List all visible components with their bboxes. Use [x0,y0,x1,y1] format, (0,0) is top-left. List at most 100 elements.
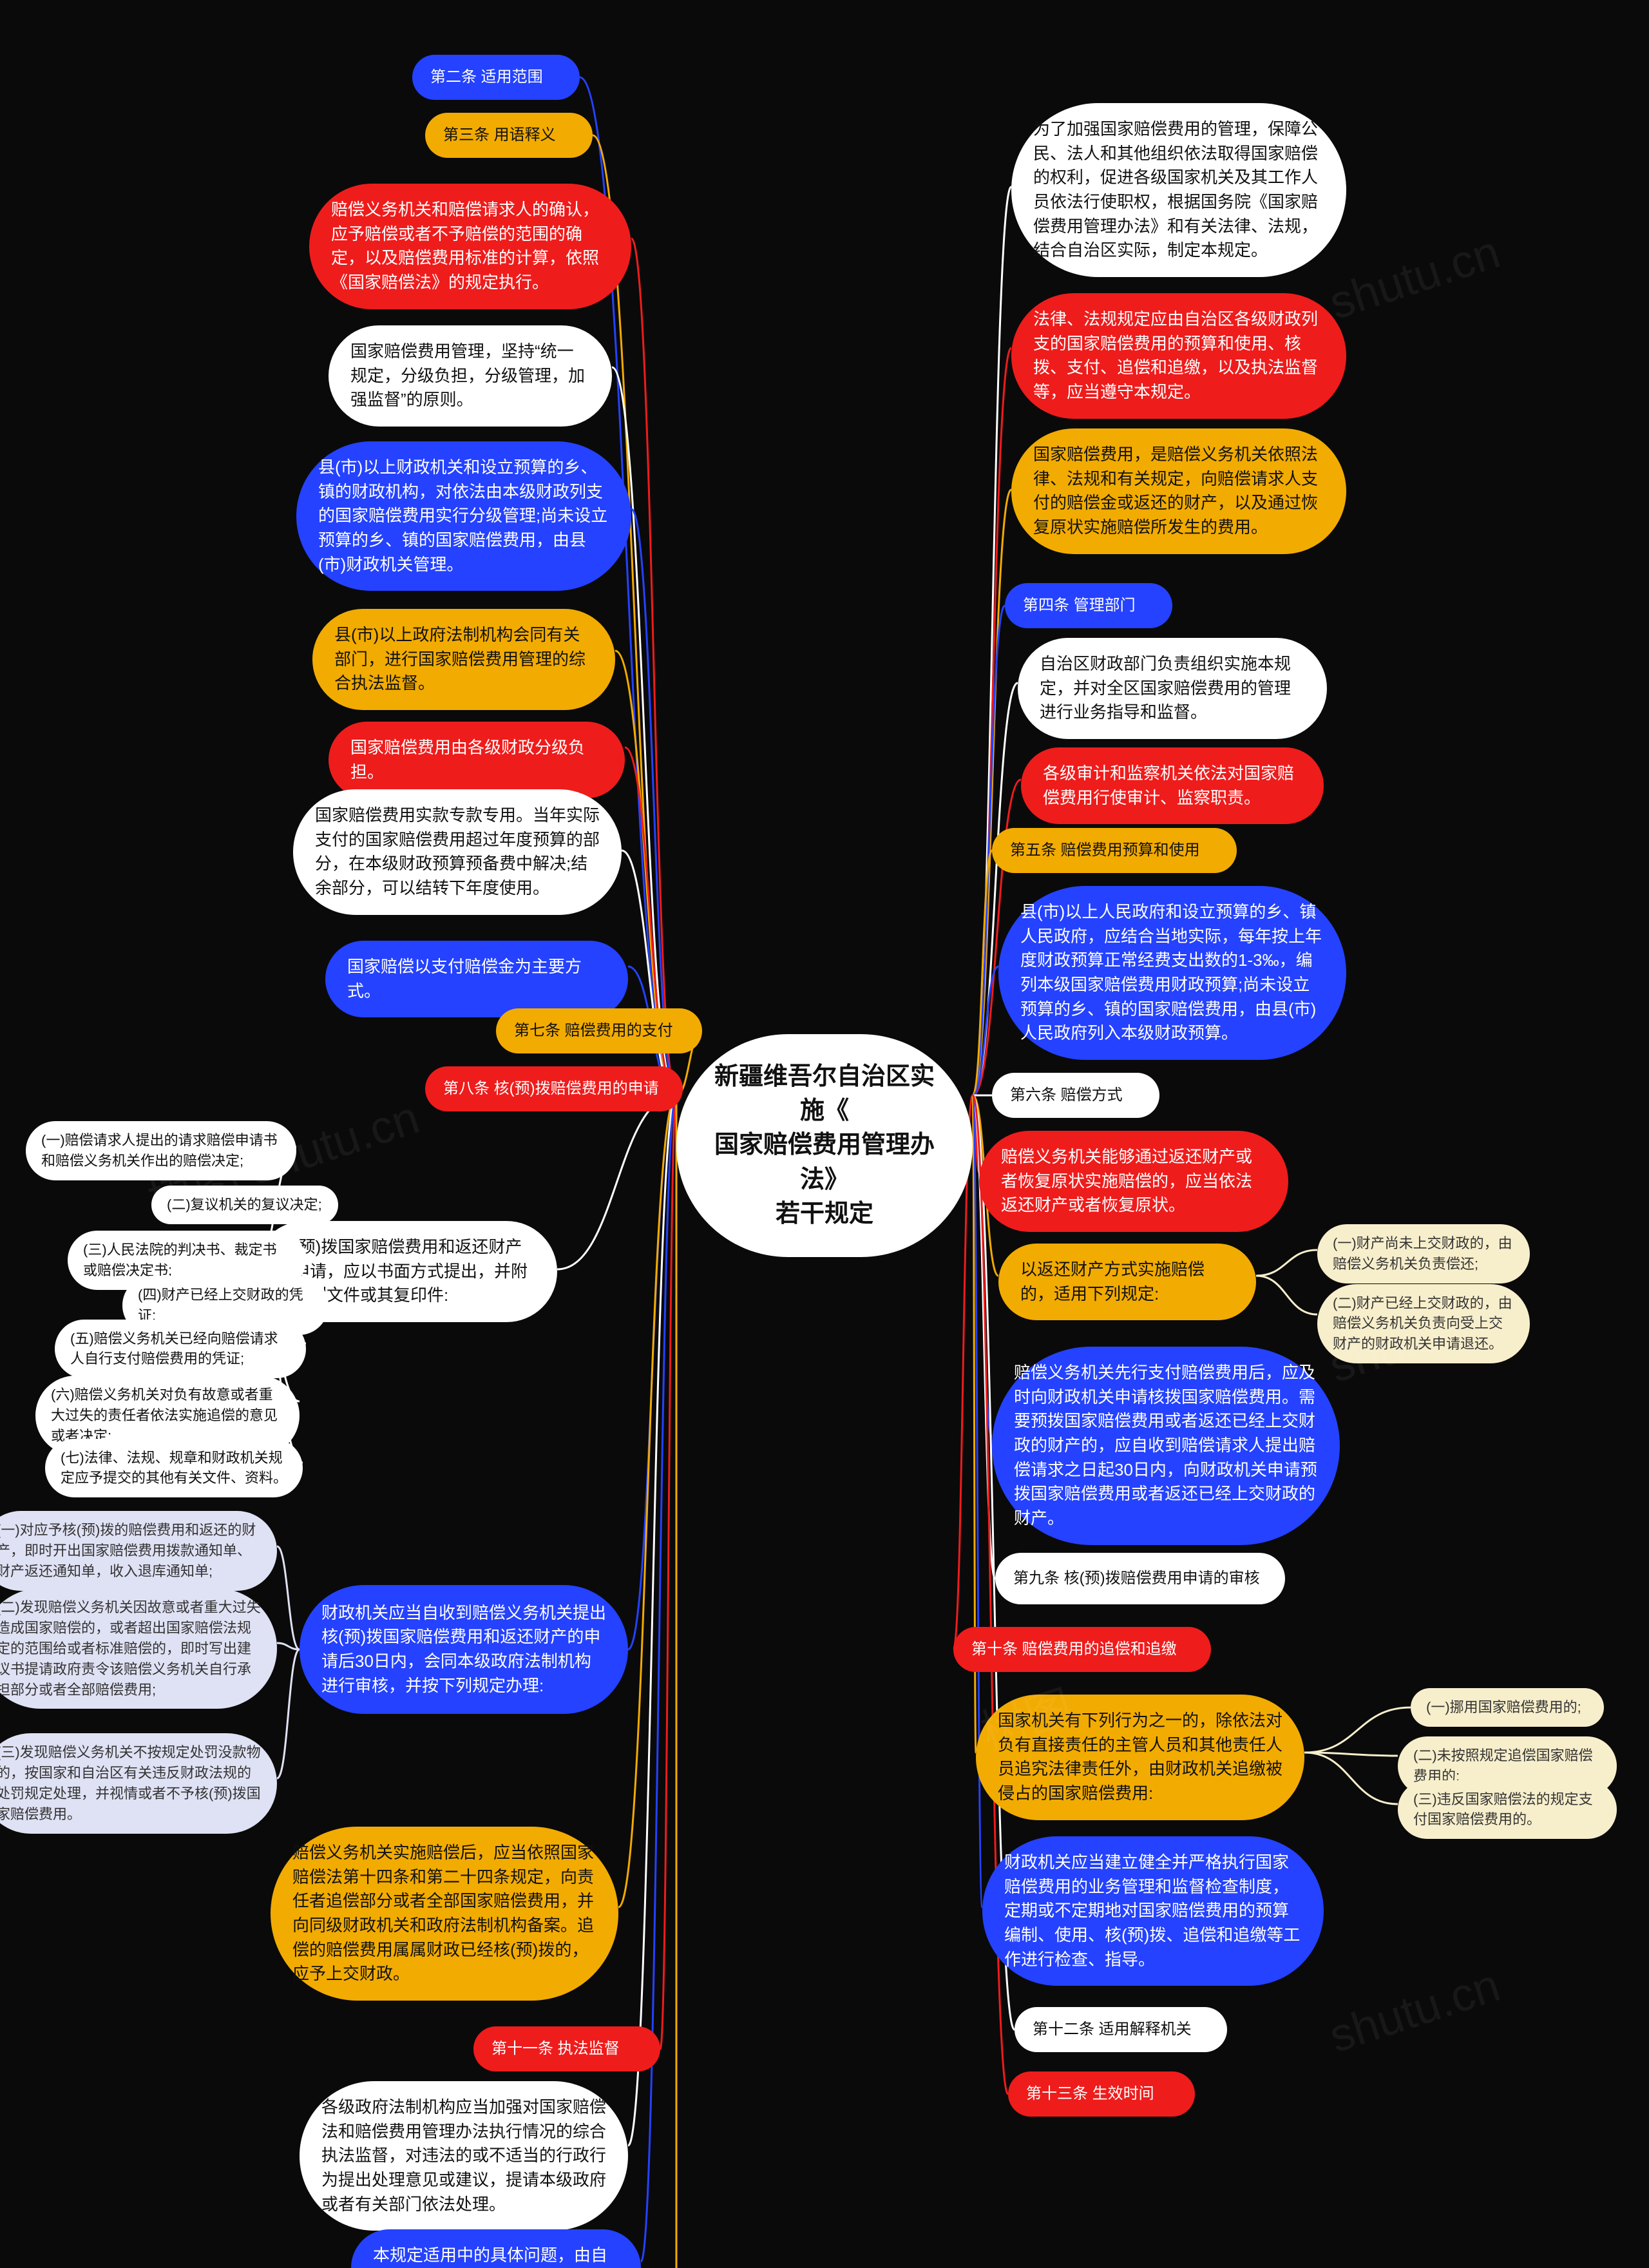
node-text: 国家赔偿费用由各级财政分级负担。 [350,736,603,784]
node-text: (一)财产尚未上交财政的，由赔偿义务机关负责偿还; [1333,1233,1514,1274]
node-text: (二)财产已经上交财政的，由赔偿义务机关负责向受上交财产的财政机关申请退还。 [1333,1293,1514,1355]
mindmap-node: 第八条 核(预)拨赔偿费用的申请 [425,1066,683,1111]
edge [1256,1250,1317,1276]
node-text: 赔偿义务机关先行支付赔偿费用后，应及时向财政机关申请核拨国家赔偿费用。需要预拨国… [1014,1361,1318,1531]
edge [660,1095,676,2049]
node-text: 为了加强国家赔偿费用的管理，保障公民、法人和其他组织依法取得国家赔偿的权利，促进… [1033,117,1324,263]
mindmap-node: (五)赔偿义务机关已经向赔偿请求人自行支付赔偿费用的凭证; [55,1320,306,1379]
mindmap-node: 国家赔偿费用实款专款专用。当年实际支付的国家赔偿费用超过年度预算的部分，在本级财… [293,789,622,915]
node-text: 国家赔偿费用实款专款专用。当年实际支付的国家赔偿费用超过年度预算的部分，在本级财… [315,803,600,901]
mindmap-node: 县(市)以上人民政府和设立预算的乡、镇人民政府，应结合当地实际，每年按上年度财政… [998,886,1346,1060]
node-text: 赔偿义务机关和赔偿请求人的确认，应予赔偿或者不予赔偿的范围的确定，以及赔偿费用标… [331,198,609,295]
mindmap-node: 法律、法规规定应由自治区各级财政列支的国家赔偿费用的预算和使用、核拨、支付、追偿… [1011,293,1346,419]
edge [631,509,676,1095]
mindmap-node: 第十条 赔偿费用的追偿和追缴 [953,1627,1211,1672]
node-text: 赔偿义务机关能够通过返还财产或者恢复原状实施赔偿的，应当依法返还财产或者恢复原状… [1001,1145,1266,1218]
mindmap-node: 第十二条 适用解释机关 [1015,2007,1227,2052]
edge [628,1095,676,2146]
mindmap-node: (二)复议机关的复议决定; [151,1186,338,1224]
node-text: (一)挪用国家赔偿费用的; [1426,1697,1581,1718]
node-text: 第九条 核(预)拨赔偿费用申请的审核 [1013,1568,1260,1590]
edge [973,1095,979,1173]
node-text: 第五条 赔偿费用预算和使用 [1010,840,1200,862]
node-text: 县(市)以上人民政府和设立预算的乡、镇人民政府，应结合当地实际，每年按上年度财政… [1020,900,1324,1046]
mindmap-node: 财政机关应当建立健全并严格执行国家赔偿费用的业务管理和监督检查制度，定期或不定期… [982,1836,1324,1986]
mindmap-node: (三)发现赔偿义务机关不按规定处罚没款物的，按国家和自治区有关违反财政法规的处罚… [0,1733,277,1834]
mindmap-node: 第三条 用语释义 [425,113,593,158]
node-text: 本规定适用中的具体问题，由自治区财政部门解释。 [373,2244,619,2268]
mindmap-node: 第四条 管理部门 [1005,583,1172,628]
edge [1256,1276,1317,1314]
node-text: 赔偿义务机关实施赔偿后，应当依照国家赔偿法第十四条和第二十四条规定，向责任者追偿… [292,1841,596,1986]
mindmap-node: 国家机关有下列行为之一的，除依法对负有直接责任的主管人员和其他责任人员追究法律责… [976,1695,1304,1820]
node-text: 第十一条 执法监督 [491,2038,620,2061]
mindmap-node: 第六条 赔偿方式 [992,1073,1159,1118]
mindmap-node: 国家赔偿费用由各级财政分级负担。 [329,722,625,798]
node-text: 第八条 核(预)拨赔偿费用的申请 [443,1078,659,1100]
center-node: 新疆维吾尔自治区实施《 国家赔偿费用管理办法》 若干规定 [676,1034,973,1257]
mindmap-node: 县(市)以上政府法制机构会同有关部门，进行国家赔偿费用管理的综合执法监督。 [312,609,615,710]
edge [973,966,998,1095]
mindmap-node: 赔偿义务机关先行支付赔偿费用后，应及时向财政机关申请核拨国家赔偿费用。需要预拨国… [992,1347,1340,1545]
node-text: 以返还财产方式实施赔偿的，适用下列规定: [1020,1258,1234,1306]
edge [973,1095,992,1437]
mindmap-node: 国家赔偿费用，是赔偿义务机关依照法律、法规和有关规定，向赔偿请求人支付的赔偿金或… [1011,428,1346,554]
mindmap-node: 第九条 核(预)拨赔偿费用申请的审核 [995,1553,1285,1604]
node-text: 财政机关应当建立健全并严格执行国家赔偿费用的业务管理和监督检查制度，定期或不定期… [1004,1850,1302,1972]
mindmap-node: (一)挪用国家赔偿费用的; [1411,1688,1604,1727]
node-text: (三)违反国家赔偿法的规定支付国家赔偿费用的。 [1413,1789,1601,1831]
edge [641,1095,676,2262]
edge [1304,1753,1398,1756]
edge [1304,1707,1411,1753]
node-text: 第三条 用语释义 [443,124,556,147]
edge [618,1095,676,1907]
node-text: (一)赔偿请求人提出的请求赔偿申请书和赔偿义务机关作出的赔偿决定; [41,1130,281,1171]
node-text: 新疆维吾尔自治区实施《 国家赔偿费用管理办法》 若干规定 [705,1060,944,1231]
node-text: 第十条 赔偿费用的追偿和追缴 [971,1639,1177,1661]
mindmap-node: 第十三条 生效时间 [1008,2071,1195,2117]
node-text: 各级审计和监察机关依法对国家赔偿费用行使审计、监察职责。 [1043,762,1302,810]
node-text: 国家赔偿费用管理，坚持“统一规定，分级负担，分级管理，加强监督”的原则。 [350,340,590,412]
watermark: shutu.cn [1323,226,1506,330]
mindmap-node: 赔偿义务机关和赔偿请求人的确认，应予赔偿或者不予赔偿的范围的确定，以及赔偿费用标… [309,184,631,309]
mindmap-node: (一)对应予核(预)拨的赔偿费用和返还的财产，即时开出国家赔偿费用拨款通知单、财… [0,1511,277,1591]
mindmap-node: 第二条 适用范围 [412,55,580,100]
edge [631,238,676,1095]
mindmap-stage: 新疆维吾尔自治区实施《 国家赔偿费用管理办法》 若干规定 第二条 适用范围第三条 … [0,0,1649,2268]
node-text: (七)法律、法规、规章和财政机关规定应予提交的其他有关文件、资料。 [61,1448,287,1489]
node-text: 第六条 赔偿方式 [1010,1084,1123,1107]
node-text: 第十三条 生效时间 [1026,2083,1154,2106]
node-text: 县(市)以上政府法制机构会同有关部门，进行国家赔偿费用管理的综合执法监督。 [334,623,593,696]
edge [973,1095,982,1907]
node-text: 国家赔偿费用，是赔偿义务机关依照法律、法规和有关规定，向赔偿请求人支付的赔偿金或… [1033,443,1324,540]
mindmap-node: 赔偿义务机关实施赔偿后，应当依照国家赔偿法第十四条和第二十四条规定，向责任者追偿… [271,1827,618,2001]
watermark: shutu.cn [1323,1959,1506,2063]
edge [973,683,1018,1095]
mindmap-node: (二)财产已经上交财政的，由赔偿义务机关负责向受上交财产的财政机关申请退还。 [1317,1284,1530,1364]
mindmap-node: 财政机关应当自收到赔偿义务机关提出核(预)拨国家赔偿费用和返还财产的申请后30日… [300,1585,628,1714]
node-text: (三)发现赔偿义务机关不按规定处罚没款物的，按国家和自治区有关违反财政法规的处罚… [0,1742,262,1825]
mindmap-node: 各级政府法制机构应当加强对国家赔偿法和赔偿费用管理办法执行情况的综合执法监督，对… [300,2081,628,2231]
node-text: (五)赔偿义务机关已经向赔偿请求人自行支付赔偿费用的凭证; [70,1329,291,1370]
node-text: 各级政府法制机构应当加强对国家赔偿法和赔偿费用管理办法执行情况的综合执法监督，对… [321,2095,606,2216]
edge [1304,1753,1398,1804]
mindmap-node: (三)违反国家赔偿法的规定支付国家赔偿费用的。 [1398,1780,1617,1840]
node-text: 自治区财政部门负责组织实施本规定，并对全区国家赔偿费用的管理进行业务指导和监督。 [1040,652,1305,725]
mindmap-node: 赔偿义务机关能够通过返还财产或者恢复原状实施赔偿的，应当依法返还财产或者恢复原状… [979,1131,1288,1232]
edge [628,1095,676,1649]
mindmap-node: 以返还财产方式实施赔偿的，适用下列规定: [998,1244,1256,1320]
mindmap-node: 国家赔偿费用管理，坚持“统一规定，分级负担，分级管理，加强监督”的原则。 [329,325,612,427]
mindmap-node: 第七条 赔偿费用的支付 [496,1008,702,1053]
node-text: (二)复议机关的复议决定; [167,1195,322,1215]
node-text: 国家机关有下列行为之一的，除依法对负有直接责任的主管人员和其他责任人员追究法律责… [998,1709,1282,1806]
edge [277,1649,300,1778]
node-text: (一)对应予核(预)拨的赔偿费用和返还的财产，即时开出国家赔偿费用拨款通知单、财… [0,1520,262,1582]
mindmap-node: 国家赔偿以支付赔偿金为主要方式。 [325,941,628,1017]
node-text: 法律、法规规定应由自治区各级财政列支的国家赔偿费用的预算和使用、核拨、支付、追偿… [1033,307,1324,405]
node-text: 第二条 适用范围 [430,66,543,89]
node-text: 第四条 管理部门 [1023,595,1136,617]
mindmap-node: 县(市)以上财政机关和设立预算的乡、镇的财政机构，对依法由本级财政列支的国家赔偿… [296,441,631,591]
node-text: (六)赔偿义务机关对负有故意或者重大过失的责任者依法实施追偿的意见或者决定; [51,1385,284,1446]
node-text: (二)发现赔偿义务机关因故意或者重大过失造成国家赔偿的，或者超出国家赔偿法规定的… [0,1597,262,1700]
edge [277,1643,300,1649]
